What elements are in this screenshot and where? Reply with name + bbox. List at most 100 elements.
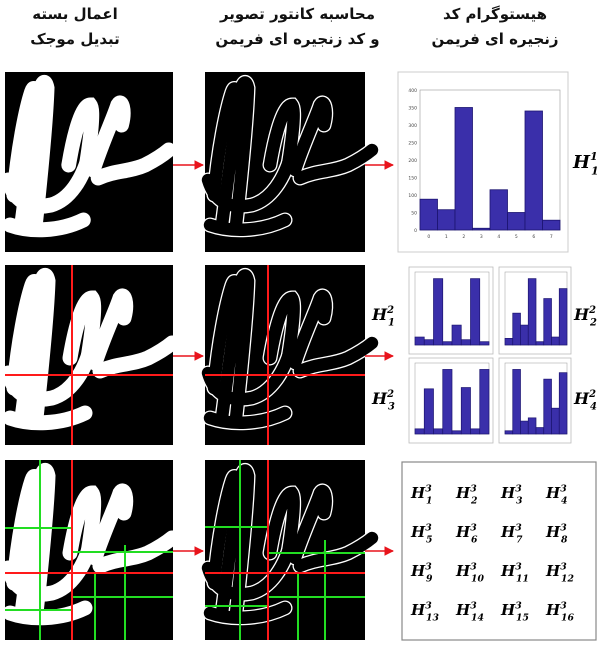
histogram-label: H3 2 xyxy=(455,483,478,506)
histogram-bar xyxy=(460,339,471,346)
histogram-bar xyxy=(479,341,490,346)
histogram-bar xyxy=(520,420,529,435)
histogram-bar xyxy=(414,428,425,435)
histogram-bar xyxy=(454,107,473,231)
header-column-3: هیستوگرام کد زنجیره ای فریمن xyxy=(390,2,600,52)
histogram-bar xyxy=(479,369,490,435)
histogram-small-1 xyxy=(408,266,494,355)
grid-row-3-binary xyxy=(5,460,173,640)
histogram-small-4 xyxy=(498,357,572,444)
histogram-label: H3 3 xyxy=(500,483,523,506)
header-line: محاسبه کانتور تصویر xyxy=(219,5,376,23)
binary-image-row-2 xyxy=(5,265,173,445)
y-tick-label: 0 xyxy=(414,228,417,234)
red-grid-row-2 xyxy=(5,265,365,445)
histogram-bar xyxy=(558,288,568,346)
histogram-bar xyxy=(470,428,481,435)
header-column-2: محاسبه کانتور تصویر و کد زنجیره ای فریمن xyxy=(190,2,405,52)
level3-labels: H3 1 H3 2 H3 3 H3 4 H3 5 H3 6 H3 7 H3 8 H3 9 H3 10 H3 11 H3 12 H… xyxy=(410,483,574,623)
histogram-bar xyxy=(414,336,425,346)
contour-image-row-3 xyxy=(205,460,372,640)
histogram-bar xyxy=(451,324,462,346)
header-line: و کد زنجیره ای فریمن xyxy=(215,30,380,48)
histogram-bar xyxy=(470,278,481,346)
x-tick-label: 0 xyxy=(427,234,430,240)
histogram-label: H3 15 xyxy=(500,600,529,623)
histogram-bar xyxy=(535,341,545,346)
grid-row-3-contour xyxy=(205,460,365,640)
histogram-label: H3 5 xyxy=(410,522,432,545)
histogram-label: H3 4 xyxy=(545,483,567,506)
histogram-label: H2 3 xyxy=(371,389,395,413)
histogram-bar xyxy=(442,369,453,435)
histogram-bar xyxy=(543,378,552,435)
x-tick-label: 7 xyxy=(550,234,553,240)
histogram-bar xyxy=(542,219,561,231)
histogram-bar xyxy=(524,110,543,231)
y-tick-label: 350 xyxy=(408,106,417,112)
flow-arrows xyxy=(173,160,394,556)
histogram-small-3 xyxy=(408,357,494,444)
histogram-bar xyxy=(451,430,462,435)
histogram-bar xyxy=(507,212,526,231)
histogram-bar xyxy=(543,298,552,346)
histogram-label: H1 1 xyxy=(572,150,599,177)
histogram-small-2 xyxy=(498,266,572,355)
histogram-label: H3 13 xyxy=(410,600,439,623)
header-line: اعمال بسته xyxy=(32,5,118,23)
histogram-bar xyxy=(433,428,444,435)
x-tick-label: 2 xyxy=(462,234,465,240)
histogram-label: H2 4 xyxy=(573,389,597,413)
histogram-bar xyxy=(520,324,529,346)
histogram-bar xyxy=(472,227,491,231)
y-tick-label: 400 xyxy=(408,88,417,94)
header-line: تبدیل موجک xyxy=(30,30,120,48)
y-tick-label: 200 xyxy=(408,158,417,164)
y-tick-label: 250 xyxy=(408,141,417,147)
histogram-label: H3 11 xyxy=(500,561,529,584)
histogram-bar xyxy=(489,189,508,231)
level3-box xyxy=(401,461,597,641)
histogram-label: H3 6 xyxy=(455,522,478,545)
histogram-bar xyxy=(433,278,444,346)
histogram-label: H3 7 xyxy=(500,522,523,545)
contour-image-row-1 xyxy=(205,72,372,252)
x-tick-label: 5 xyxy=(515,234,518,240)
histogram-label: H3 8 xyxy=(545,522,568,545)
histogram-bar xyxy=(423,388,434,435)
contour-image-row-2 xyxy=(205,265,372,445)
histogram-bar xyxy=(527,417,537,435)
header-line: زنجیره ای فریمن xyxy=(431,30,559,48)
histogram-bar xyxy=(442,341,453,346)
y-tick-label: 300 xyxy=(408,123,417,129)
histogram-bar xyxy=(551,407,560,435)
histogram-bar xyxy=(512,312,521,346)
histograms: 0 50 100 150 200 250 300 350 400 0 1 2 3 4 5 6 7 H1 1 H2 1 H2… xyxy=(371,71,599,444)
histogram-label: H3 1 xyxy=(410,483,432,506)
histogram-bar xyxy=(437,209,456,231)
histogram-label: H2 1 xyxy=(371,305,395,329)
x-tick-label: 6 xyxy=(532,234,535,240)
histogram-bar xyxy=(512,369,521,435)
y-tick-label: 50 xyxy=(411,211,417,217)
histogram-label: H3 12 xyxy=(545,561,574,584)
histogram-bar xyxy=(460,387,471,435)
histogram-label: H2 2 xyxy=(573,305,597,329)
histogram-label: H3 9 xyxy=(410,561,433,584)
x-tick-label: 4 xyxy=(497,234,500,240)
x-tick-label: 1 xyxy=(445,234,448,240)
histogram-bar xyxy=(527,278,537,346)
histogram-label: H3 14 xyxy=(455,600,484,623)
histogram-label: H3 16 xyxy=(545,600,574,623)
histogram-bar xyxy=(558,372,568,435)
y-tick-label: 100 xyxy=(408,193,417,199)
histogram-bar xyxy=(535,427,545,435)
histogram-bar xyxy=(504,430,514,435)
histogram-bar xyxy=(419,198,438,231)
binary-image-row-1 xyxy=(5,72,173,252)
histogram-bar xyxy=(423,339,434,346)
histogram-h1-1: 0 50 100 150 200 250 300 350 400 0 1 2 3 4 5 6 7 xyxy=(397,71,569,253)
x-tick-label: 3 xyxy=(480,234,483,240)
header-line: هیستوگرام کد xyxy=(442,5,548,23)
